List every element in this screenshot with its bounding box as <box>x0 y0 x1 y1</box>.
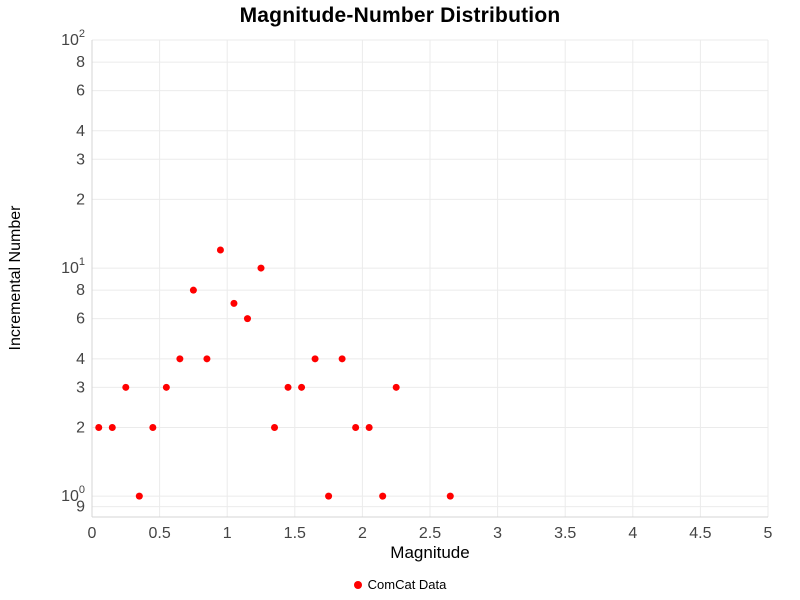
data-point <box>243 315 251 323</box>
x-tick-label: 0.5 <box>148 525 170 542</box>
y-tick-label: 102 <box>61 28 85 49</box>
legend: ComCat Data <box>0 577 800 592</box>
data-point <box>230 299 238 307</box>
x-axis-title: Magnitude <box>390 543 470 562</box>
y-tick-label: 2 <box>76 419 85 436</box>
x-tick-label: 3 <box>493 525 502 542</box>
data-point <box>446 492 454 500</box>
x-tick-label: 1.5 <box>284 525 306 542</box>
x-tick-label: 4.5 <box>689 525 711 542</box>
data-point <box>149 423 157 431</box>
legend-marker-icon <box>353 580 362 589</box>
x-tick-label: 2 <box>358 525 367 542</box>
x-tick-label: 5 <box>764 525 773 542</box>
y-tick-label: 3 <box>76 379 85 396</box>
data-point <box>325 492 333 500</box>
data-point <box>338 355 346 363</box>
data-point <box>95 423 103 431</box>
y-tick-label: 9 <box>76 499 85 516</box>
data-point <box>162 383 170 391</box>
y-tick-label: 2 <box>76 191 85 208</box>
y-tick-label: 3 <box>76 151 85 168</box>
data-point <box>311 355 319 363</box>
data-point <box>176 355 184 363</box>
legend-label: ComCat Data <box>367 577 447 592</box>
data-point <box>122 383 130 391</box>
x-tick-label: 2.5 <box>419 525 441 542</box>
y-tick-label: 4 <box>76 123 85 140</box>
data-point <box>284 383 292 391</box>
legend-item-comcat[interactable]: ComCat Data <box>353 577 447 592</box>
data-point <box>379 492 387 500</box>
data-point <box>108 423 116 431</box>
data-point <box>135 492 143 500</box>
y-tick-label: 101 <box>61 256 85 277</box>
x-tick-label: 1 <box>223 525 232 542</box>
data-point <box>271 423 279 431</box>
x-tick-label: 4 <box>628 525 637 542</box>
data-point <box>352 423 360 431</box>
data-point <box>392 383 400 391</box>
data-point <box>298 383 306 391</box>
data-point <box>257 264 265 272</box>
y-tick-label: 6 <box>76 311 85 328</box>
y-tick-label: 4 <box>76 351 85 368</box>
data-point <box>365 423 373 431</box>
chart-title: Magnitude-Number Distribution <box>239 4 561 27</box>
x-tick-label: 3.5 <box>554 525 576 542</box>
y-tick-label: 8 <box>76 54 85 71</box>
data-point <box>216 246 224 254</box>
data-point <box>189 286 197 294</box>
data-point <box>203 355 211 363</box>
y-tick-label: 100 <box>61 484 85 505</box>
x-tick-label: 0 <box>88 525 97 542</box>
y-tick-label: 8 <box>76 282 85 299</box>
y-tick-label: 6 <box>76 83 85 100</box>
y-axis-title: Incremental Number <box>7 205 24 351</box>
